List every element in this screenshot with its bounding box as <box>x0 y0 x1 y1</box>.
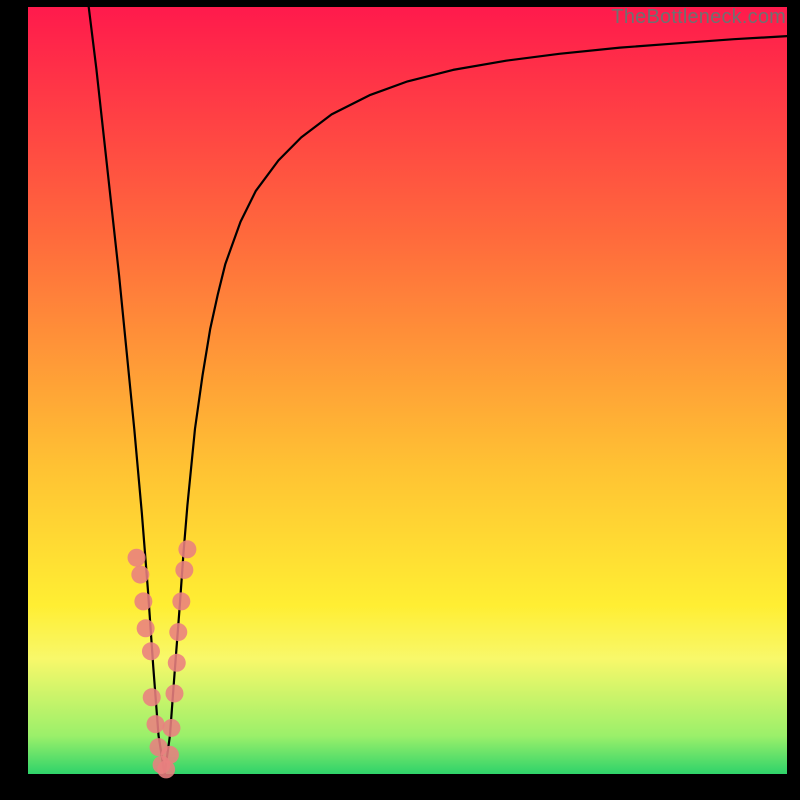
data-marker <box>175 561 193 579</box>
data-marker <box>134 592 152 610</box>
chart-frame: TheBottleneck.com <box>0 0 800 800</box>
chart-svg <box>0 0 800 800</box>
data-marker <box>143 688 161 706</box>
data-marker <box>172 592 190 610</box>
data-marker <box>161 746 179 764</box>
data-marker <box>137 619 155 637</box>
data-marker <box>131 566 149 584</box>
data-marker <box>142 642 160 660</box>
data-marker <box>178 540 196 558</box>
data-marker <box>165 684 183 702</box>
data-marker <box>128 549 146 567</box>
data-marker <box>168 654 186 672</box>
data-marker <box>147 715 165 733</box>
data-marker <box>169 623 187 641</box>
data-marker <box>162 719 180 737</box>
bottleneck-curve <box>89 7 787 774</box>
